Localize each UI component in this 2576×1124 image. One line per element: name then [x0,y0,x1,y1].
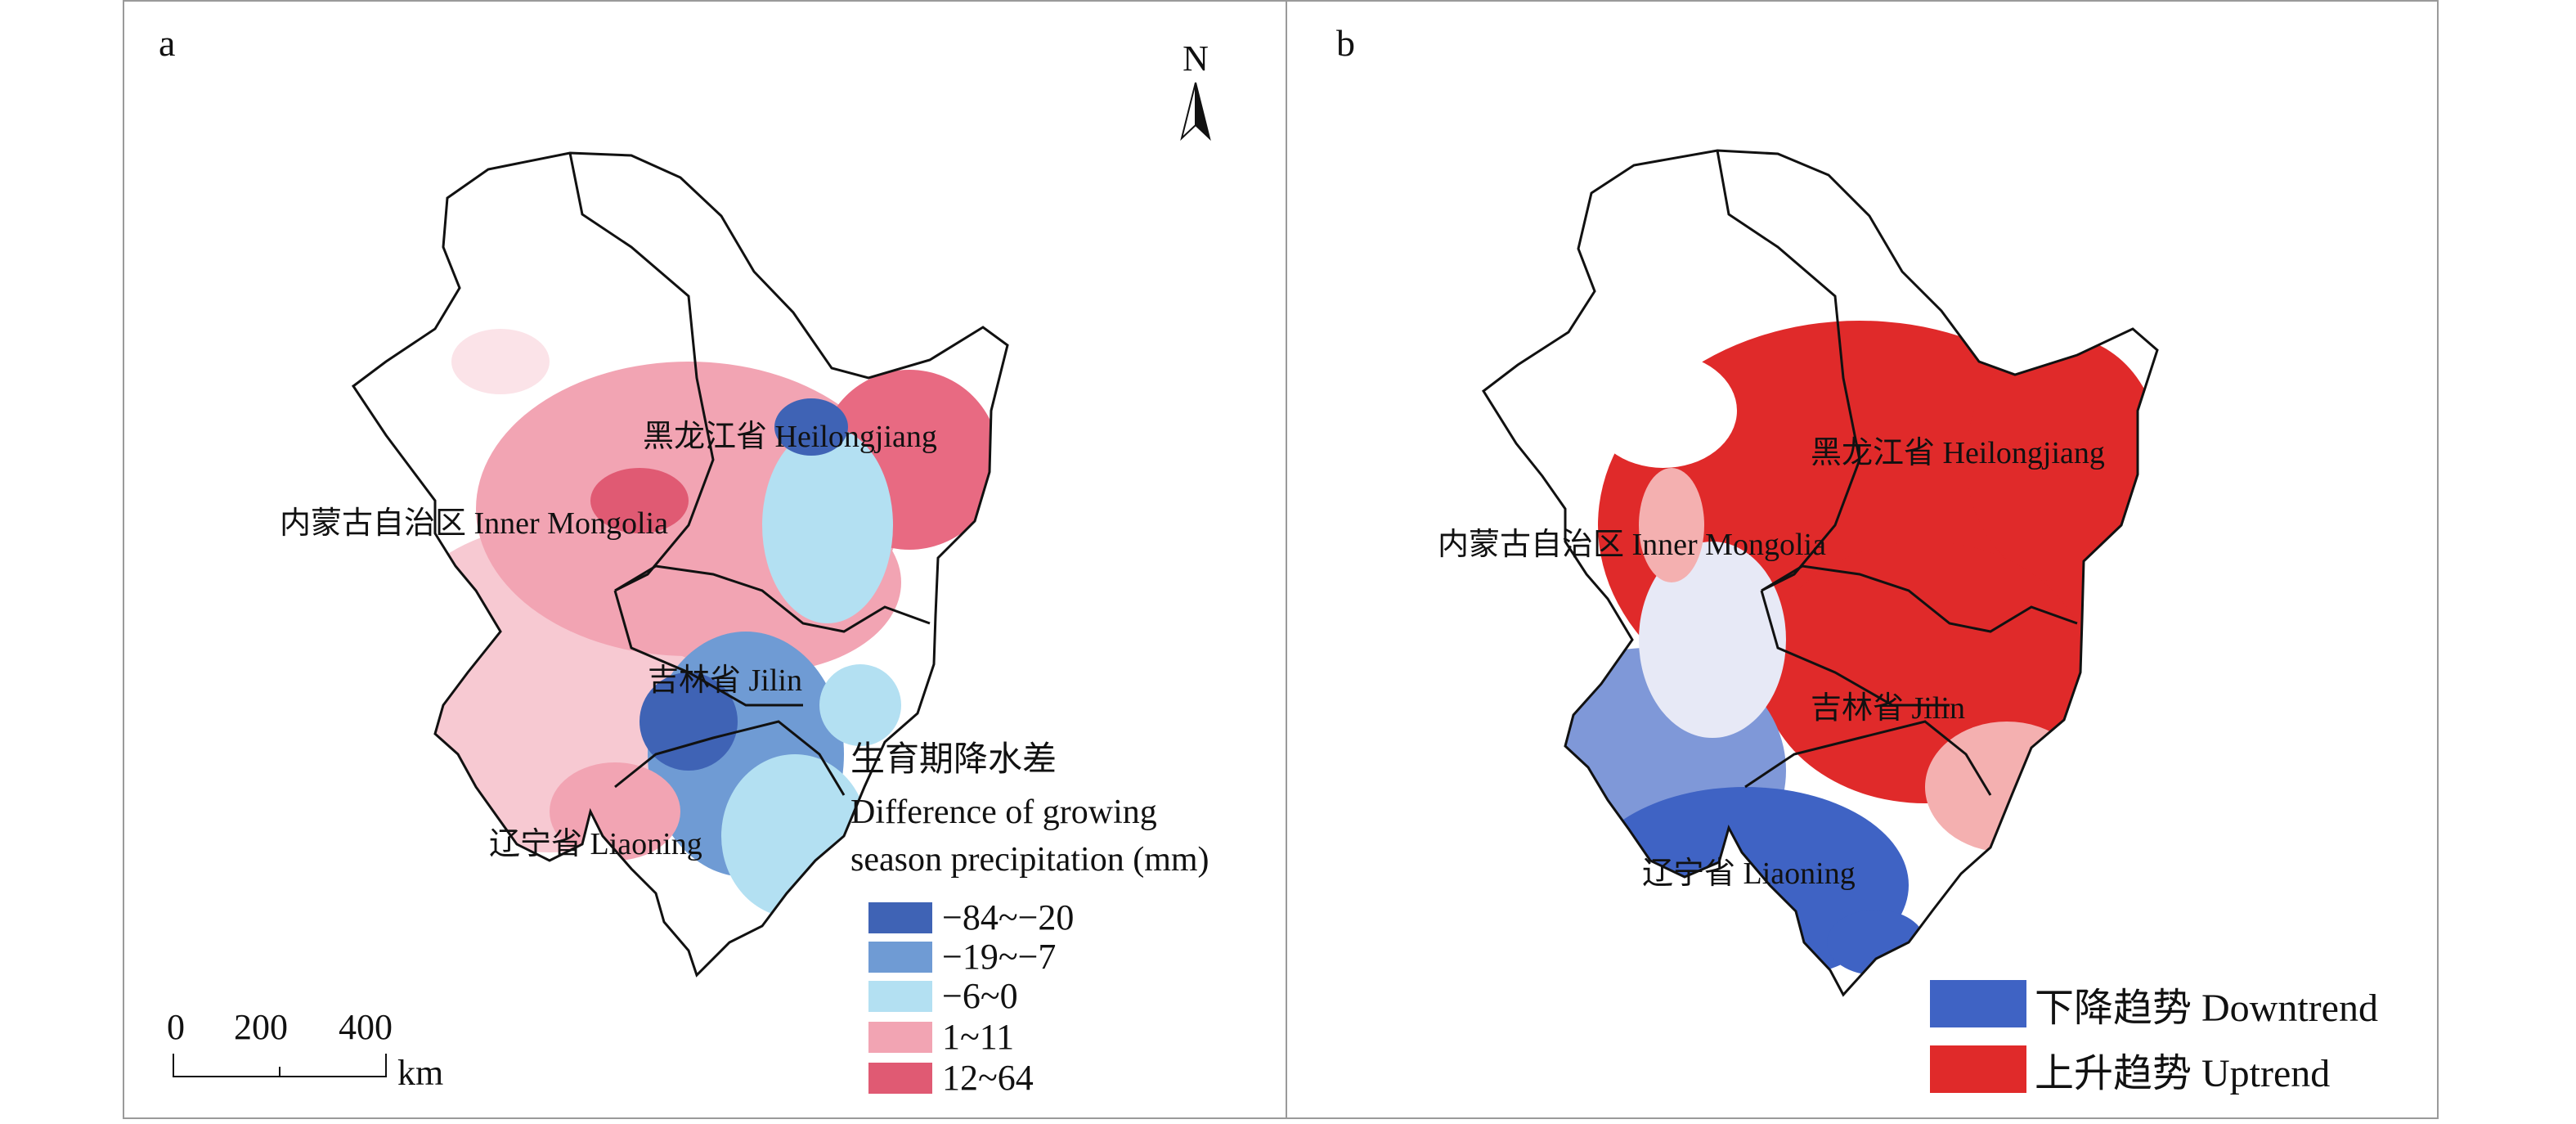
legend-b-item-downtrend: 下降趋势 Downtrend [1930,975,2378,1032]
legend-b-item-uptrend: 上升趋势 Uptrend [1930,1041,2330,1098]
legend-a-title-cn: 生育期降水差 [850,741,1057,779]
scale-tick-200: 200 [234,1007,288,1047]
boundary-jilin-liaoning-a [614,720,846,796]
legend-swatch [868,980,932,1012]
label-inner-mongolia-a: 内蒙古自治区 Inner Mongolia [280,506,668,541]
legend-swatch [868,1021,932,1053]
label-jilin-b: 吉林省 Jilin [1811,691,1965,726]
legend-a-title-en-1: Difference of growing [850,794,1157,831]
north-arrow-icon [1180,82,1211,142]
legend-label: −19~−7 [942,937,1057,977]
legend-a-title-en-2: season precipitation (mm) [850,841,1209,879]
panel-a: a 黑龙江省 Heilong [123,0,1287,1119]
boundary-jilin-liaoning-b [1744,720,1992,796]
scale-tick-0: 0 [167,1007,185,1047]
legend-a-item: −6~0 [868,975,1018,1017]
legend-a-item: 12~64 [868,1057,1034,1099]
north-label: N [1183,38,1209,79]
legend-label: 下降趋势 Downtrend [2035,987,2378,1030]
legend-swatch [868,941,932,973]
legend-label: 1~11 [942,1017,1015,1057]
legend-label: 上升趋势 Uptrend [2035,1052,2331,1095]
panel-letter-a: a [159,22,176,64]
legend-swatch [1930,1045,2026,1093]
scale-unit: km [397,1053,444,1093]
boundary-heilongjiang-inner-mongolia-a [568,152,715,592]
panel-b: b 黑龙江省 Heilongjiang 内蒙古自治区 Inner Mongoli… [1286,0,2439,1119]
legend-label: −6~0 [942,976,1018,1016]
scale-tick-400: 400 [339,1007,393,1047]
legend-a-item: −19~−7 [868,936,1056,978]
region-outline-a [351,151,1009,978]
label-heilongjiang-a: 黑龙江省 Heilongjiang [643,420,937,454]
precipitation-difference-map [351,151,1009,978]
label-inner-mongolia-b: 内蒙古自治区 Inner Mongolia [1438,528,1826,562]
boundary-jilin-inner-mongolia-b [1760,590,1950,707]
legend-label: 12~64 [942,1058,1034,1098]
legend-swatch [868,1062,932,1094]
region-outline-b [1482,149,2159,997]
legend-swatch [868,901,932,933]
label-liaoning-b: 辽宁省 Liaoning [1642,856,1856,891]
legend-a-item: 1~11 [868,1016,1014,1058]
boundary-heilongjiang-jilin-b [1761,564,2078,633]
legend-a-item: −84~−20 [868,897,1074,938]
legend-label: −84~−20 [942,897,1075,937]
boundary-heilongjiang-inner-mongolia-b [1716,150,1861,592]
precipitation-trend-map [1482,149,2159,997]
label-liaoning-a: 辽宁省 Liaoning [489,827,702,861]
scale-bar: 0 200 400 km [164,1006,491,1093]
north-arrow: N [1171,38,1220,149]
label-heilongjiang-b: 黑龙江省 Heilongjiang [1811,436,2105,470]
scale-bar-line [173,1054,387,1077]
panel-letter-b: b [1336,22,1355,64]
legend-swatch [1930,980,2026,1027]
boundary-heilongjiang-jilin-a [614,564,931,633]
boundary-jilin-inner-mongolia-a [613,590,803,707]
label-jilin-a: 吉林省 Jilin [648,663,802,698]
